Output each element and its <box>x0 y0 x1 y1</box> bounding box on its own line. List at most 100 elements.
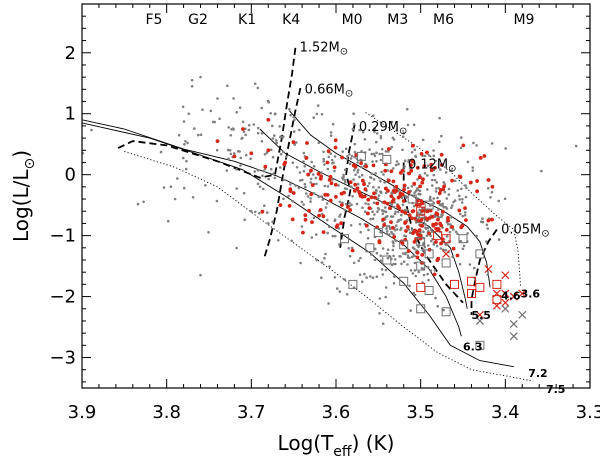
isochrone-3.6 <box>365 112 522 288</box>
point-field-stars <box>320 171 323 174</box>
point-field-stars <box>298 128 301 132</box>
point-members-red- <box>490 217 494 222</box>
point-members-red- <box>383 186 388 191</box>
point-members-red- <box>482 154 487 158</box>
point-members-red- <box>437 191 442 196</box>
point-field-stars <box>253 82 257 85</box>
point-members-red- <box>340 203 344 207</box>
point-members-red- <box>430 214 435 219</box>
point-field-stars <box>191 196 195 199</box>
point-field-stars <box>397 162 400 166</box>
point-field-stars <box>142 200 145 204</box>
isochrone-label-7.2: 7.2 <box>528 367 548 380</box>
point-field-stars <box>351 127 355 131</box>
point-members-red- <box>490 184 495 189</box>
point-field-stars <box>390 215 393 218</box>
point-field-stars <box>413 261 417 265</box>
point-field-stars <box>378 312 381 315</box>
point-field-stars <box>323 184 327 188</box>
point-members-red- <box>283 160 288 165</box>
point-field-stars <box>390 203 394 206</box>
point-field-stars <box>450 216 453 219</box>
point-field-stars <box>453 179 457 183</box>
point-brown-dwarfs-open-squares- <box>399 276 409 286</box>
point-field-stars <box>350 246 354 250</box>
point-field-stars <box>370 253 373 256</box>
point-brown-dwarfs-open-squares- <box>382 154 392 164</box>
point-field-stars <box>384 268 388 272</box>
point-field-stars <box>408 284 411 288</box>
point-field-stars <box>390 145 394 149</box>
point-field-stars <box>381 209 384 212</box>
point-field-stars <box>441 204 445 208</box>
point-field-stars <box>481 220 485 224</box>
point-field-stars <box>371 210 374 213</box>
point-members-red- <box>304 156 309 160</box>
point-field-stars <box>227 157 230 161</box>
point-brown-dwarfs-grey-crosses- <box>509 332 518 341</box>
point-field-stars <box>386 248 390 251</box>
point-field-stars <box>481 217 484 220</box>
point-field-stars <box>395 228 399 231</box>
spectral-type-label: K1 <box>238 12 256 28</box>
point-field-stars <box>432 173 436 177</box>
point-members-red- <box>249 151 254 156</box>
point-members-red- <box>475 189 479 194</box>
point-field-stars <box>357 259 361 263</box>
point-field-stars <box>421 138 425 142</box>
point-field-stars <box>343 187 347 190</box>
point-field-stars <box>242 130 246 134</box>
point-members-red- <box>339 191 344 196</box>
point-field-stars <box>338 215 341 218</box>
point-field-stars <box>183 143 186 146</box>
point-members-red- <box>409 168 414 173</box>
point-field-stars <box>329 134 333 137</box>
point-members-red- <box>391 226 395 230</box>
point-field-stars <box>269 148 273 152</box>
point-members-red- <box>303 213 308 218</box>
point-field-stars <box>326 185 330 188</box>
point-members-red- <box>461 143 466 148</box>
point-field-stars <box>261 174 264 178</box>
point-field-stars <box>462 244 466 248</box>
point-members-red- <box>439 152 444 157</box>
point-brown-dwarfs-red-squares- <box>441 234 451 244</box>
point-field-stars <box>371 160 374 163</box>
point-brown-dwarfs-open-squares- <box>348 279 358 289</box>
point-field-stars <box>461 214 465 218</box>
point-field-stars <box>327 155 331 159</box>
point-field-stars <box>333 169 336 173</box>
point-field-stars <box>324 252 327 256</box>
point-field-stars <box>432 197 436 200</box>
point-field-stars <box>348 201 351 205</box>
point-field-stars <box>427 244 430 247</box>
point-field-stars <box>337 184 340 187</box>
point-field-stars <box>243 218 246 222</box>
point-field-stars <box>314 176 318 180</box>
point-field-stars <box>392 205 396 209</box>
point-field-stars <box>329 131 333 134</box>
point-field-stars <box>403 234 406 237</box>
point-field-stars <box>454 230 458 234</box>
point-brown-dwarfs-red-squares- <box>416 282 426 292</box>
point-field-stars <box>238 150 241 153</box>
point-field-stars <box>355 202 359 206</box>
point-field-stars <box>373 130 376 134</box>
point-members-red- <box>417 228 422 233</box>
point-field-stars <box>317 141 321 144</box>
point-field-stars <box>341 150 345 153</box>
point-members-red- <box>375 201 380 206</box>
point-members-red- <box>389 169 394 174</box>
point-field-stars <box>439 203 443 206</box>
point-field-stars <box>375 275 379 279</box>
point-field-stars <box>215 199 219 203</box>
point-members-red- <box>402 183 407 188</box>
point-field-stars <box>184 140 187 143</box>
point-field-stars <box>239 156 243 160</box>
point-field-stars <box>391 240 395 243</box>
point-field-stars <box>328 265 331 268</box>
point-field-stars <box>379 231 382 234</box>
point-members-red- <box>431 222 435 227</box>
mass-track-0.05 <box>470 228 498 315</box>
point-field-stars <box>401 148 404 152</box>
